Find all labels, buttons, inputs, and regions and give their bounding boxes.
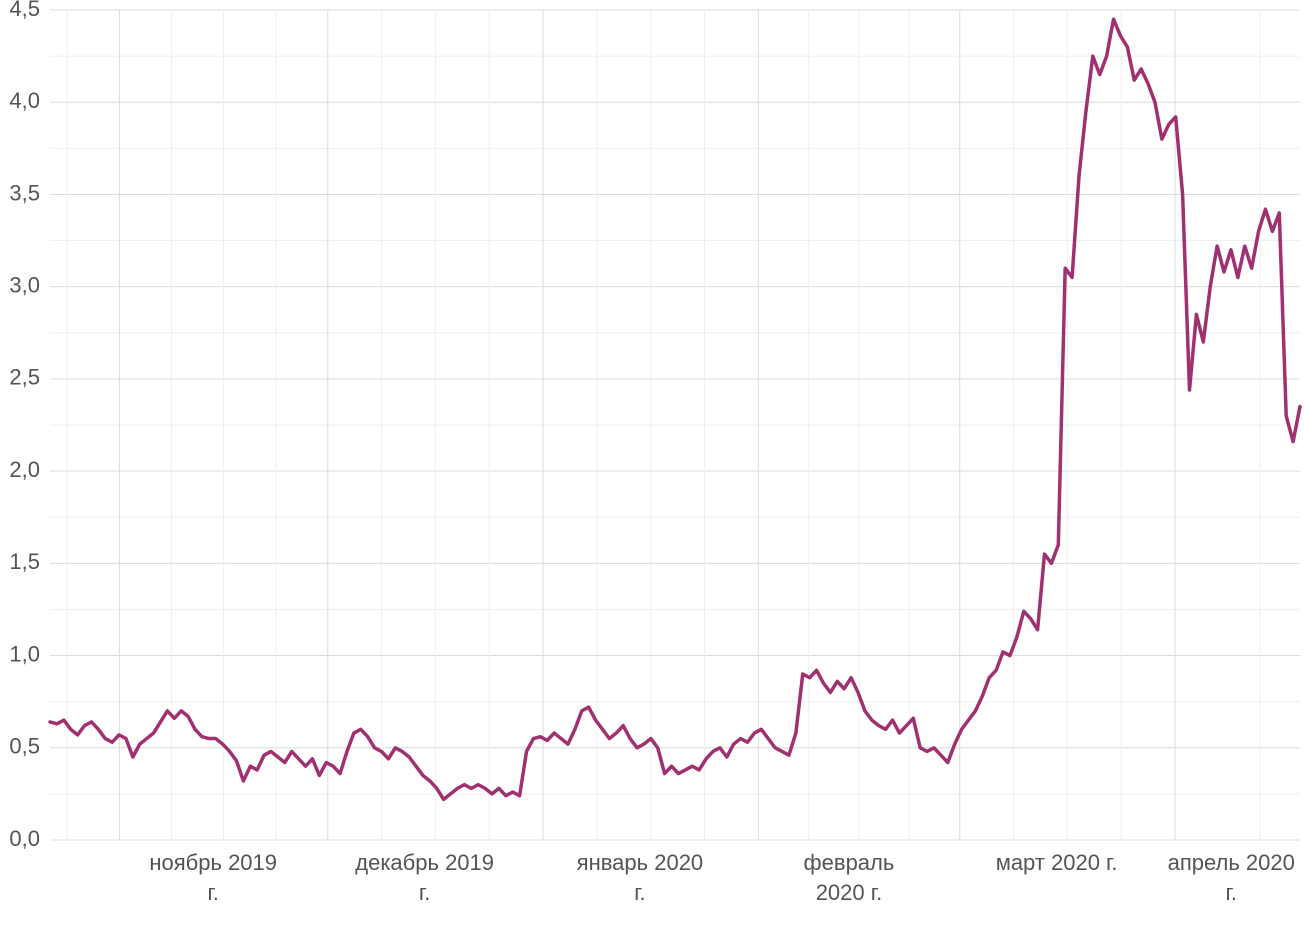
- y-axis-tick-label: 1,5: [9, 549, 40, 574]
- y-axis-tick-label: 1,0: [9, 641, 40, 666]
- y-axis-tick-label: 3,5: [9, 180, 40, 205]
- x-axis-month-label: г.: [207, 880, 218, 905]
- y-axis-tick-label: 2,0: [9, 457, 40, 482]
- x-axis-month-label: февраль: [804, 850, 895, 875]
- x-axis-month-label: март 2020 г.: [996, 850, 1118, 875]
- chart-svg: 0,0 0,5 1,0 1,5 2,0 2,5 3,0 3,5 4,0 4,5 ноябрь 201…: [0, 0, 1304, 926]
- chart-background: [0, 0, 1304, 926]
- x-axis-month-label: 2020 г.: [816, 880, 883, 905]
- y-axis-tick-label: 0,5: [9, 734, 40, 759]
- y-axis-tick-label: 3,0: [9, 272, 40, 297]
- x-axis-month-label: г.: [1226, 880, 1237, 905]
- x-axis-month-label: апрель 2020: [1168, 850, 1295, 875]
- y-axis-tick-label: 2,5: [9, 365, 40, 390]
- line-chart: 0,0 0,5 1,0 1,5 2,0 2,5 3,0 3,5 4,0 4,5 ноябрь 201…: [0, 0, 1304, 926]
- x-axis-month-label: декабрь 2019: [355, 850, 494, 875]
- y-axis-tick-label: 4,0: [9, 88, 40, 113]
- y-axis-tick-label: 0,0: [9, 826, 40, 851]
- y-axis-tick-label: 4,5: [9, 0, 40, 21]
- x-axis-month-label: г.: [634, 880, 645, 905]
- x-axis-month-label: январь 2020: [577, 850, 704, 875]
- x-axis-month-label: г.: [419, 880, 430, 905]
- x-axis-month-label: ноябрь 2019: [149, 850, 277, 875]
